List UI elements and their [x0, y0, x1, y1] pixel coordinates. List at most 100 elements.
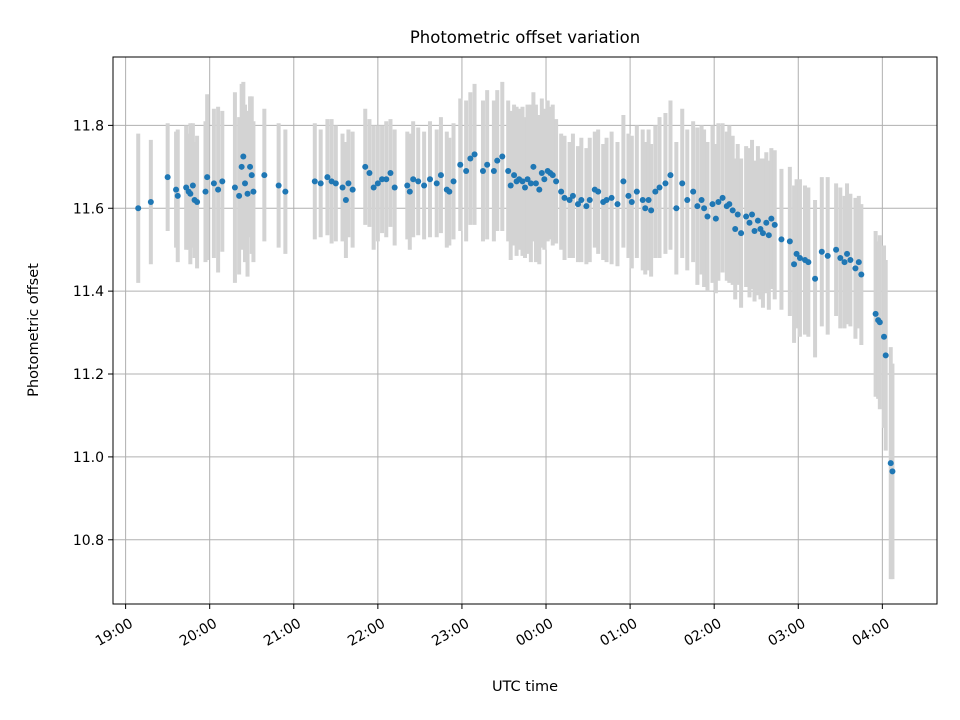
y-tick-label: 11.4	[73, 284, 104, 300]
data-point	[519, 178, 526, 185]
data-point	[709, 201, 716, 208]
data-point	[778, 236, 785, 243]
data-point	[684, 196, 691, 203]
data-point	[342, 196, 349, 203]
data-point	[662, 180, 669, 187]
data-point	[642, 205, 649, 212]
data-point	[404, 182, 411, 189]
data-point	[532, 180, 539, 187]
data-point	[553, 178, 560, 185]
data-point	[174, 192, 181, 199]
data-point	[204, 174, 211, 181]
data-point	[771, 221, 778, 228]
y-tick-label: 11.2	[73, 367, 104, 383]
data-point	[511, 172, 518, 179]
data-point	[578, 196, 585, 203]
data-point	[247, 163, 254, 170]
data-point	[147, 199, 154, 206]
data-point	[847, 257, 854, 264]
data-point	[194, 199, 201, 206]
data-point	[639, 196, 646, 203]
data-point	[231, 184, 238, 191]
data-point	[763, 219, 770, 226]
data-point	[796, 254, 803, 261]
data-point	[541, 176, 548, 183]
data-point	[426, 176, 433, 183]
data-point	[240, 153, 247, 160]
data-point	[793, 250, 800, 257]
data-point	[261, 172, 268, 179]
data-point	[507, 182, 514, 189]
data-point	[244, 190, 251, 197]
data-point	[379, 176, 386, 183]
data-point	[490, 167, 497, 174]
data-point	[391, 184, 398, 191]
y-tick-label: 11.0	[73, 450, 104, 466]
data-point	[202, 188, 209, 195]
data-point	[652, 188, 659, 195]
data-point	[743, 213, 750, 220]
data-point	[499, 153, 506, 160]
data-point	[450, 178, 457, 185]
data-point	[387, 170, 394, 177]
data-point	[586, 196, 593, 203]
data-point	[415, 178, 422, 185]
data-point	[530, 163, 537, 170]
data-point	[236, 192, 243, 199]
data-point	[673, 205, 680, 212]
data-point	[765, 232, 772, 239]
data-point	[574, 201, 581, 208]
data-point	[406, 188, 413, 195]
data-point	[479, 167, 486, 174]
data-point	[608, 194, 615, 201]
y-axis-label: Photometric offset	[26, 263, 42, 397]
data-point	[362, 163, 369, 170]
data-point	[324, 174, 331, 181]
x-axis-label: UTC time	[492, 679, 558, 695]
data-point	[833, 246, 840, 253]
data-point	[712, 215, 719, 222]
data-point	[349, 186, 356, 193]
data-point	[370, 184, 377, 191]
data-point	[219, 178, 226, 185]
data-point	[614, 201, 621, 208]
data-point	[805, 259, 812, 266]
plot-frame	[112, 56, 938, 605]
data-point	[242, 180, 249, 187]
data-point	[734, 211, 741, 218]
data-point	[437, 172, 444, 179]
data-point	[366, 170, 373, 177]
data-point	[625, 192, 632, 199]
data-point	[872, 310, 879, 317]
data-point	[189, 182, 196, 189]
data-point	[505, 167, 512, 174]
data-point	[732, 225, 739, 232]
data-point	[633, 188, 640, 195]
data-point	[679, 180, 686, 187]
data-point	[275, 182, 282, 189]
y-tick-label: 11.8	[73, 118, 104, 134]
data-point	[841, 259, 848, 266]
data-point	[282, 188, 289, 195]
data-point	[729, 207, 736, 214]
data-point	[754, 217, 761, 224]
data-point	[690, 188, 697, 195]
data-point	[524, 176, 531, 183]
data-point	[889, 468, 896, 475]
data-point	[620, 178, 627, 185]
data-point	[446, 188, 453, 195]
data-point	[536, 186, 543, 193]
data-point	[837, 254, 844, 261]
data-point	[603, 196, 610, 203]
data-point	[463, 167, 470, 174]
data-point	[751, 228, 758, 235]
data-point	[549, 172, 556, 179]
data-point	[561, 194, 568, 201]
data-point	[749, 211, 756, 218]
data-point	[882, 352, 889, 359]
data-point	[887, 460, 894, 467]
data-point	[595, 188, 602, 195]
data-point	[704, 213, 711, 220]
data-point	[345, 180, 352, 187]
